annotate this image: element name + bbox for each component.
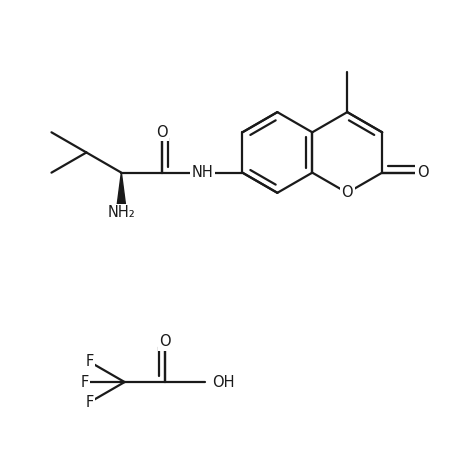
Text: F: F [85, 355, 94, 369]
Text: NH₂: NH₂ [108, 206, 135, 220]
Text: F: F [85, 395, 94, 410]
Text: NH: NH [191, 165, 213, 180]
Text: O: O [159, 334, 171, 349]
Text: F: F [80, 374, 88, 390]
Polygon shape [116, 173, 127, 213]
Text: OH: OH [212, 374, 235, 390]
Text: O: O [341, 185, 353, 201]
Text: O: O [417, 165, 428, 180]
Text: O: O [156, 125, 167, 140]
